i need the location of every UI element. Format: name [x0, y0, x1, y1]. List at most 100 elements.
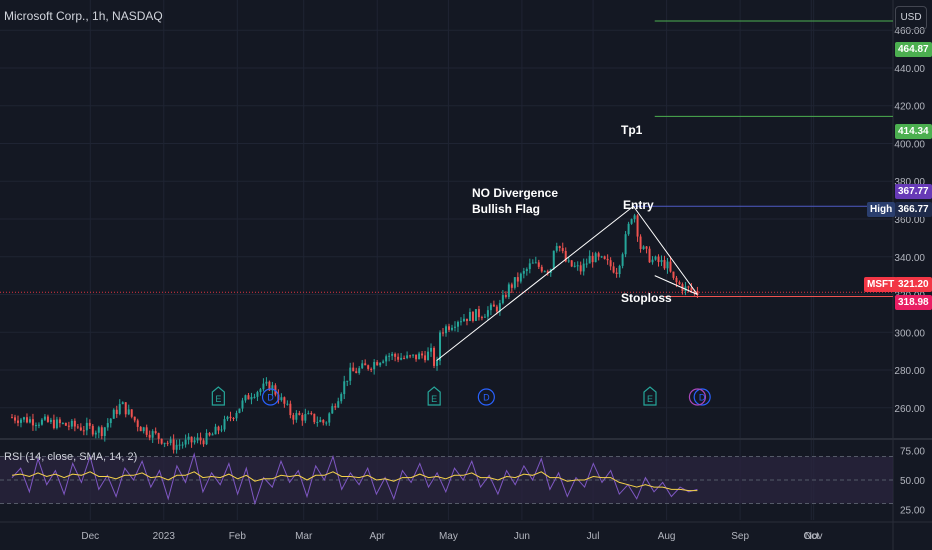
candle-body	[424, 355, 427, 361]
candle-body	[46, 416, 49, 422]
candle-body	[343, 381, 346, 395]
tp1-price-tag: 414.34	[895, 124, 932, 139]
rsi-tick-label: 50.00	[900, 476, 925, 487]
earnings-marker-icon	[643, 386, 657, 406]
candle-body	[436, 360, 439, 366]
candle-body	[217, 426, 220, 431]
candle-body	[148, 434, 151, 438]
candle-body	[307, 413, 310, 415]
time-tick-label: Jul	[587, 531, 600, 542]
candle-body	[130, 409, 133, 417]
candle-body	[190, 436, 193, 443]
candle-body	[501, 295, 504, 304]
candle-body	[37, 424, 40, 426]
price-tick-label: 460.00	[894, 26, 925, 37]
candle-body	[492, 304, 495, 307]
stoploss-label: Stoploss	[621, 291, 672, 305]
candle-body	[540, 266, 543, 272]
candle-body	[289, 403, 292, 416]
candle-body	[22, 417, 25, 420]
currency-button[interactable]: USD	[895, 6, 927, 30]
candle-body	[250, 397, 253, 400]
candle-body	[657, 256, 660, 263]
candle-body	[103, 427, 106, 436]
candle-body	[558, 246, 561, 249]
tp1-label: Tp1	[621, 123, 643, 137]
dividend-marker-icon	[261, 388, 280, 406]
candle-body	[639, 236, 642, 250]
candle-body	[163, 442, 166, 444]
candle-body	[594, 253, 597, 263]
candle-body	[379, 362, 382, 366]
price-tick-label: 440.00	[894, 64, 925, 75]
candle-body	[55, 419, 58, 429]
candle-body	[316, 421, 319, 423]
candle-body	[642, 246, 645, 250]
candle-body	[160, 438, 163, 444]
candle-body	[678, 282, 681, 285]
price-tick-label: 380.00	[894, 177, 925, 188]
candle-body	[385, 356, 388, 362]
candle-body	[543, 271, 546, 273]
candle-body	[175, 444, 178, 450]
candle-body	[630, 219, 633, 224]
candle-body	[31, 419, 34, 426]
candle-body	[495, 306, 498, 312]
candle-body	[391, 353, 394, 356]
candle-body	[253, 396, 256, 398]
candle-body	[358, 368, 361, 374]
candle-body	[483, 316, 486, 318]
price-tick-label: 340.00	[894, 253, 925, 264]
candle-body	[621, 254, 624, 266]
candle-body	[636, 215, 639, 237]
candle-body	[376, 362, 379, 366]
entry-label: Entry	[623, 198, 654, 212]
entry-price-tag: 367.77	[895, 184, 932, 199]
time-tick-label: Feb	[229, 531, 247, 542]
candle-body	[205, 432, 208, 445]
candle-body	[16, 420, 19, 423]
pattern-trendline	[654, 275, 698, 295]
candle-body	[582, 263, 585, 272]
candle-body	[486, 310, 489, 317]
candle-body	[208, 432, 211, 436]
last-price-tag: 321.20	[895, 277, 932, 292]
candle-body	[124, 402, 127, 415]
candle-body	[223, 419, 226, 430]
candle-body	[166, 442, 169, 444]
candle-body	[442, 332, 445, 334]
candle-body	[406, 355, 409, 359]
candle-body	[687, 286, 690, 288]
candle-body	[271, 385, 274, 391]
candle-body	[474, 309, 477, 321]
candle-body	[352, 367, 355, 372]
candle-body	[97, 427, 100, 433]
candle-body	[232, 417, 235, 419]
candle-body	[370, 368, 373, 370]
candle-body	[462, 318, 465, 322]
candle-body	[34, 425, 37, 427]
candle-body	[202, 440, 205, 445]
candle-body	[79, 427, 82, 431]
candle-body	[567, 260, 570, 262]
candle-body	[612, 266, 615, 273]
rsi-tick-label: 75.00	[900, 447, 925, 458]
candle-body	[573, 265, 576, 267]
candle-body	[100, 427, 103, 436]
symbol-title: Microsoft Corp., 1h, NASDAQ	[4, 9, 163, 23]
candle-body	[450, 327, 453, 330]
candle-body	[633, 215, 636, 220]
candle-body	[82, 430, 85, 432]
candle-body	[361, 363, 364, 369]
candle-body	[280, 397, 283, 401]
candle-body	[322, 419, 325, 423]
candle-body	[531, 262, 534, 264]
candle-body	[319, 419, 322, 422]
rsi-indicator-label[interactable]: RSI (14, close, SMA, 14, 2)	[4, 451, 138, 463]
candle-body	[528, 263, 531, 270]
candle-body	[666, 261, 669, 269]
candle-body	[127, 409, 130, 415]
time-tick-label: Sep	[731, 531, 749, 542]
dividend-marker-label: D	[483, 393, 490, 403]
